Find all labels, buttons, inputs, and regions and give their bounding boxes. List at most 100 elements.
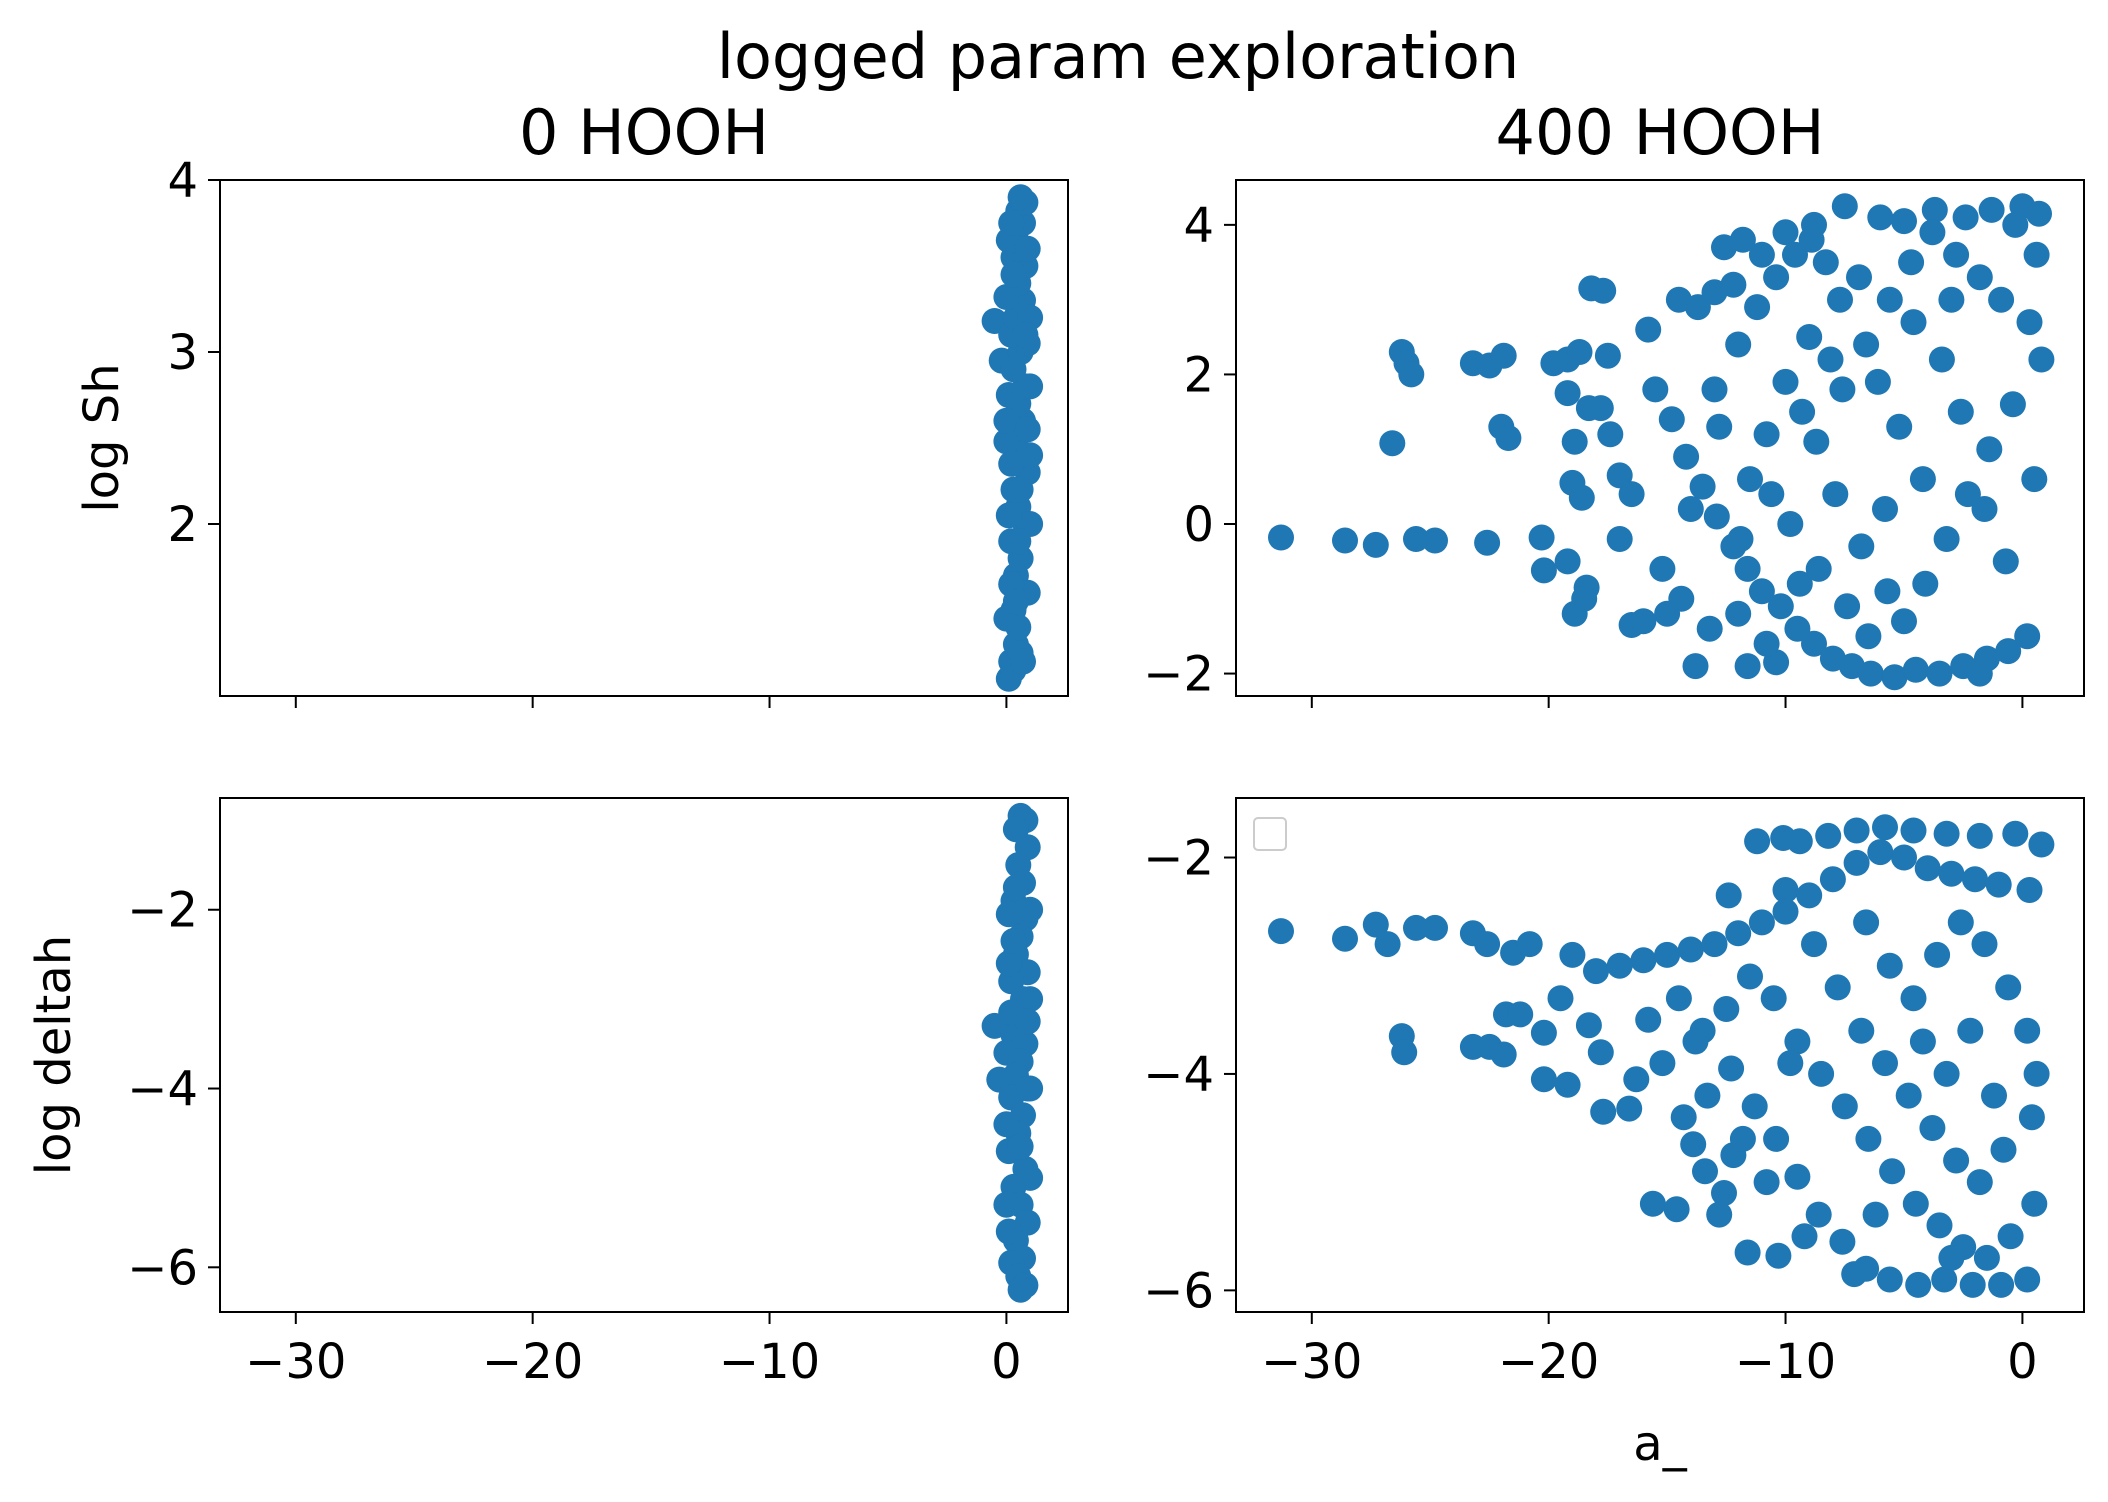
- panel-bottom-right-frame: [1235, 797, 2085, 1313]
- panel-top-right-point: [1886, 413, 1913, 440]
- panel-top-right-point: [1268, 524, 1294, 551]
- panel-top-right-point: [1976, 436, 2003, 463]
- panel-top-right-point: [1720, 271, 1747, 298]
- legend-box: [1253, 817, 1287, 851]
- panel-top-left-point: [1017, 373, 1044, 400]
- panel-bottom-right-point: [1725, 920, 1752, 947]
- panel-top-right-point: [1744, 294, 1771, 321]
- panel-top-right-frame: [1235, 179, 2085, 697]
- panel-bottom-right-point: [1900, 985, 1927, 1012]
- panel-top-right-point: [1919, 219, 1946, 246]
- panel-top-right-point: [1701, 376, 1728, 403]
- panel-top-right-point: [1954, 481, 1981, 508]
- panel-top-right-point: [1855, 623, 1882, 650]
- panel-top-right-point: [1827, 286, 1853, 313]
- panel-top-right-point: [1332, 527, 1358, 554]
- panel-bottom-right-point: [1841, 1261, 1868, 1288]
- panel-bottom-right-point: [1895, 1082, 1922, 1109]
- panel-top-right-point: [1767, 593, 1794, 620]
- panel-top-left-point: [1007, 184, 1034, 211]
- panel-bottom-right-point: [1791, 1223, 1818, 1250]
- panel-top-right-point: [1928, 346, 1955, 373]
- panel-bottom-right-point: [1606, 952, 1633, 979]
- panel-top-right-point: [2014, 623, 2041, 650]
- panel-top-right-point: [1554, 548, 1581, 575]
- panel-bottom-right-point: [1753, 1169, 1780, 1196]
- panel-top-right-point: [1682, 653, 1709, 680]
- panel-bottom-right-point: [1933, 1060, 1960, 1087]
- panel-bottom-right-point: [1796, 882, 1823, 909]
- panel-bottom-right-ytick-label: −4: [1143, 1047, 1214, 1103]
- panel-bottom-right-point: [1711, 1180, 1737, 1206]
- panel-top-right-point: [1689, 473, 1716, 500]
- panel-top-right-point: [1587, 395, 1614, 422]
- panel-top-right-ytick-label: −2: [1143, 647, 1214, 703]
- panel-top-right-point: [1817, 346, 1844, 373]
- panel-bottom-right-point: [1737, 963, 1763, 990]
- panel-top-right-point: [1474, 529, 1501, 556]
- panel-top-right-point: [1966, 660, 1993, 687]
- panel-top-right: 400 HOOH −2 0 2 4: [1143, 96, 2085, 708]
- panel-bottom-right-point: [1872, 1050, 1898, 1077]
- panel-bottom-right-point: [1559, 941, 1586, 968]
- panel-bottom-right-point: [1959, 1271, 1986, 1298]
- panel-top-right-ytick-label: 4: [1183, 198, 1214, 254]
- panel-top-right-point: [2026, 200, 2052, 227]
- panel-bottom-right-point: [1843, 849, 1870, 876]
- panel-top-right-points: [1268, 193, 2055, 691]
- panel-bottom-right-point: [1786, 828, 1813, 855]
- panel-bottom-right-point: [1985, 871, 2012, 898]
- panel-top-left-frame: [219, 179, 1069, 697]
- panel-top-right-point: [1822, 481, 1849, 508]
- panel-top-right-point: [1725, 600, 1752, 627]
- panel-bottom-right-point: [1763, 1125, 1790, 1152]
- panel-bottom-left-point: [995, 950, 1022, 977]
- panel-bottom-right-ticks: −30 −20 −10 0 −6 −4 −2: [1143, 831, 2037, 1390]
- panel-bottom-right-point: [1938, 860, 1965, 887]
- panel-bottom-right-point: [1748, 909, 1775, 936]
- panel-top-right-ticks: −2 0 2 4: [1143, 198, 2024, 708]
- panel-bottom-right-point: [1990, 1136, 2017, 1163]
- panel-bottom-right-point: [1374, 931, 1401, 958]
- panel-bottom-right-point: [1933, 820, 1960, 847]
- panel-bottom-right-points: [1268, 814, 2055, 1298]
- panel-bottom-left-point: [995, 901, 1022, 928]
- panel-top-left-point: [998, 210, 1025, 236]
- panel-top-right-point: [1853, 331, 1880, 358]
- panel-bottom-right-point: [1853, 909, 1880, 936]
- panel-top-right-point: [1554, 380, 1581, 407]
- panel-top-left-point: [995, 502, 1022, 529]
- panel-bottom-right-ytick-label: −6: [1143, 1263, 1214, 1319]
- panel-bottom-right-point: [1575, 1012, 1602, 1039]
- panel-bottom-left-frame: [219, 797, 1069, 1313]
- panel-bottom-right-point: [1715, 882, 1742, 909]
- panel-bottom-right-point: [2002, 820, 2029, 847]
- panel-bottom-right-point: [1926, 1212, 1953, 1239]
- panel-bottom-right-point: [2023, 1060, 2050, 1087]
- panel-bottom-left-point: [1007, 1276, 1034, 1303]
- panel-bottom-right-point: [1694, 1082, 1721, 1109]
- panel-bottom-right: a_ −30 −20 −10 0 −6 −4 −2: [1143, 797, 2085, 1472]
- panel-top-right-point: [1763, 264, 1790, 291]
- panel-bottom-right-point: [1938, 1244, 1965, 1271]
- panel-top-right-point: [1891, 208, 1917, 235]
- panel-bottom-right-point: [1855, 1125, 1882, 1152]
- panel-top-right-point: [1362, 531, 1389, 558]
- panel-top-right-point: [1801, 630, 1827, 657]
- panel-bottom-right-point: [1924, 941, 1951, 968]
- panel-bottom-right-point: [1995, 974, 2022, 1001]
- panel-top-right-point: [1999, 391, 2026, 418]
- panel-top-right-point: [1988, 286, 2015, 313]
- panel-bottom-right-point: [1876, 1266, 1903, 1293]
- panel-bottom-right-point: [1772, 877, 1799, 903]
- panel-bottom-left-point: [1014, 1008, 1041, 1035]
- panel-bottom-right-point: [1403, 914, 1429, 941]
- panel-top-right-point: [1673, 443, 1700, 470]
- panel-bottom-right-point: [1680, 1131, 1707, 1158]
- panel-bottom-right-point: [1490, 1041, 1517, 1068]
- panel-bottom-right-point: [1824, 974, 1851, 1001]
- panel-top-right-point: [1403, 526, 1429, 552]
- panel-bottom-right-point: [1829, 1228, 1856, 1255]
- panel-bottom-right-point: [1966, 822, 1993, 849]
- panel-top-right-point: [1618, 481, 1645, 508]
